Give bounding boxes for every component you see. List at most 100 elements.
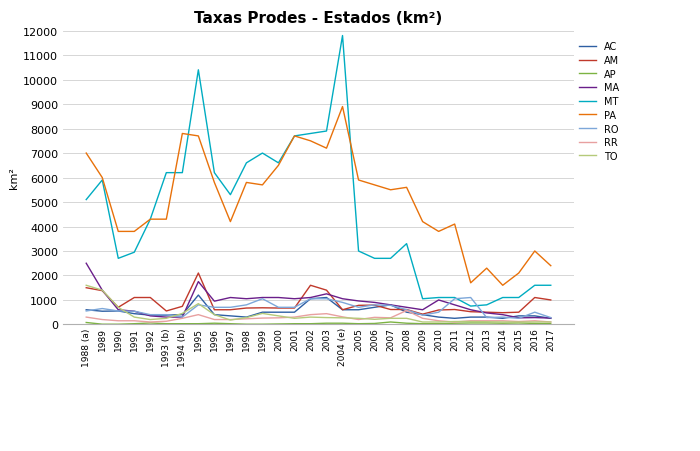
AP [82, 320, 90, 326]
RR [114, 318, 122, 324]
TO [451, 319, 459, 325]
AC [274, 310, 283, 315]
TO [194, 301, 202, 307]
AP [146, 321, 155, 326]
MT [82, 198, 90, 203]
AC [498, 316, 507, 321]
MT [210, 170, 218, 176]
MT [419, 296, 427, 302]
AP [114, 322, 122, 327]
PA [354, 178, 363, 183]
PA [290, 134, 299, 139]
MT [498, 295, 507, 300]
PA [531, 249, 539, 254]
PA [146, 217, 155, 222]
TO [419, 320, 427, 325]
MA [514, 315, 523, 321]
AM [194, 271, 202, 276]
MT [130, 250, 139, 255]
AC [435, 315, 443, 320]
AC [466, 315, 475, 320]
AC [98, 309, 106, 314]
MA [531, 315, 539, 321]
RO [98, 306, 106, 312]
MT [531, 283, 539, 288]
RO [82, 308, 90, 314]
TO [547, 320, 555, 325]
AC [531, 313, 539, 319]
AC [114, 308, 122, 314]
RR [547, 320, 555, 325]
AM [451, 307, 459, 313]
AC [419, 312, 427, 318]
TO [178, 311, 186, 317]
AM [386, 307, 395, 313]
RR [402, 308, 411, 313]
RO [386, 303, 395, 308]
MT [98, 178, 106, 183]
RO [419, 313, 427, 318]
MT [354, 249, 363, 254]
PA [435, 229, 443, 235]
MT [402, 241, 411, 247]
PA [514, 271, 523, 276]
PA [274, 163, 283, 169]
PA [451, 222, 459, 227]
RR [194, 312, 202, 318]
TO [98, 288, 106, 293]
MA [435, 298, 443, 303]
AC [162, 313, 171, 318]
RO [178, 315, 186, 320]
AC [514, 313, 523, 319]
RR [498, 318, 507, 324]
AM [290, 306, 299, 311]
RR [435, 318, 443, 324]
RO [435, 310, 443, 315]
MT [162, 170, 171, 176]
TO [338, 315, 346, 321]
RO [194, 303, 202, 308]
AC [242, 315, 251, 320]
AM [498, 310, 507, 316]
RR [482, 318, 491, 324]
RO [114, 308, 122, 314]
MA [402, 305, 411, 310]
AP [451, 321, 459, 326]
RR [466, 318, 475, 324]
MA [242, 296, 251, 302]
TO [498, 320, 507, 325]
PA [194, 134, 202, 139]
AM [466, 309, 475, 315]
MA [226, 295, 234, 300]
PA [419, 219, 427, 225]
PA [322, 146, 330, 152]
MA [354, 299, 363, 304]
PA [162, 217, 171, 222]
AM [130, 295, 139, 300]
AP [242, 322, 251, 327]
AC [226, 313, 234, 319]
TO [258, 311, 267, 317]
AP [547, 321, 555, 327]
TO [514, 320, 523, 325]
RR [130, 318, 139, 324]
TO [226, 318, 234, 323]
RO [146, 312, 155, 318]
AM [322, 288, 330, 293]
AP [322, 321, 330, 326]
MT [290, 134, 299, 139]
MA [322, 291, 330, 297]
MA [419, 308, 427, 313]
AC [210, 312, 218, 318]
AP [210, 321, 218, 326]
PA [386, 188, 395, 193]
MA [338, 296, 346, 302]
AP [386, 320, 395, 325]
RR [451, 320, 459, 325]
MT [451, 295, 459, 300]
MT [514, 295, 523, 300]
PA [178, 132, 186, 137]
AP [435, 321, 443, 327]
MA [547, 316, 555, 321]
PA [210, 180, 218, 186]
